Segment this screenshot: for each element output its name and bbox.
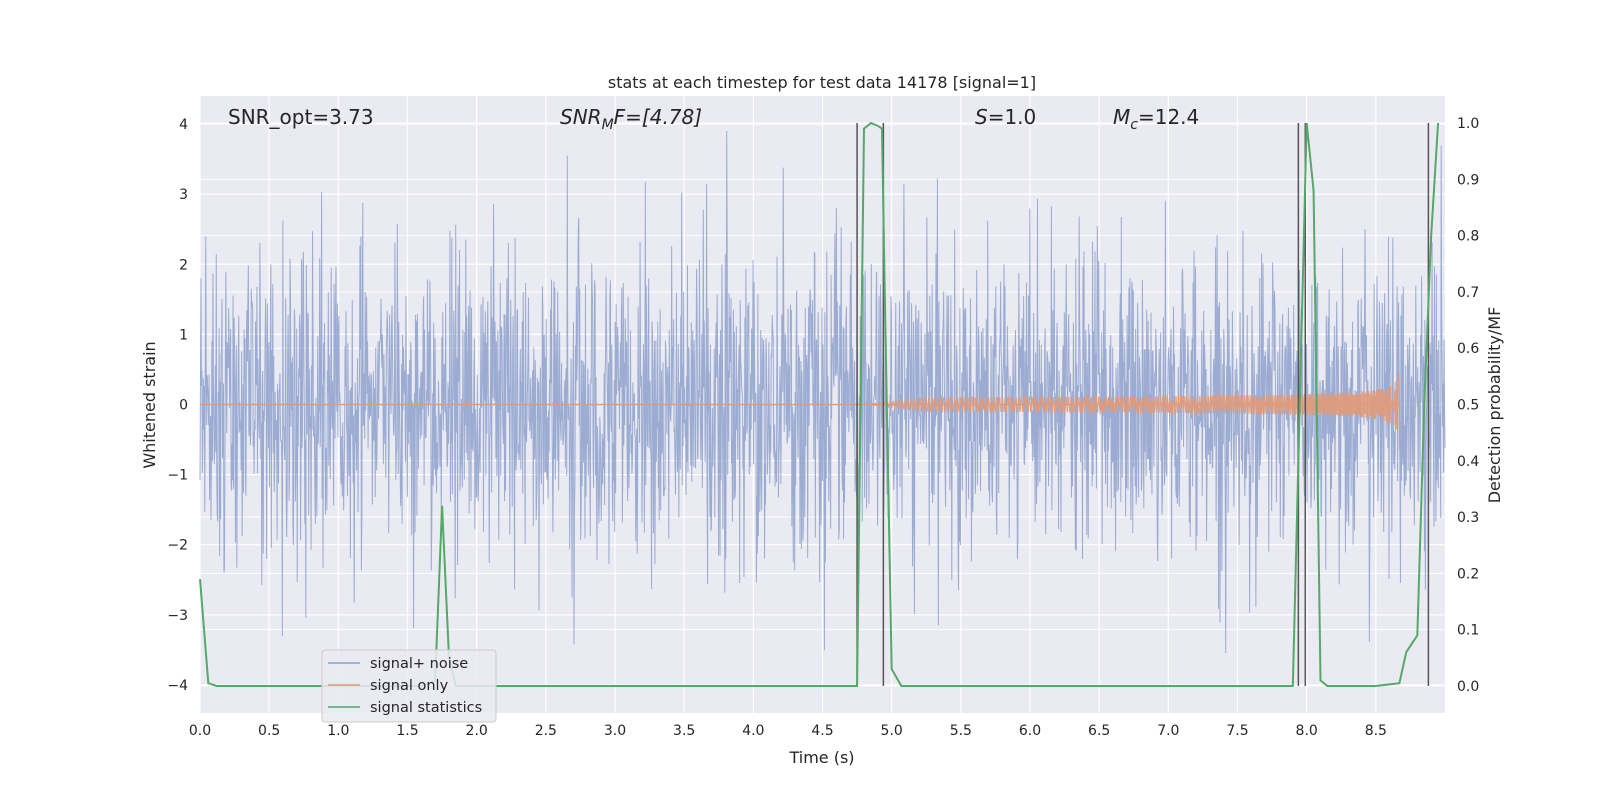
- annotation-snr-mf: SNRMF=[4.78]: [560, 105, 702, 133]
- snr-mf-rest: F=[4.78]: [614, 105, 702, 129]
- snr-mf-base: SNR: [560, 105, 602, 129]
- x-tick-label: 4.5: [811, 723, 833, 739]
- mc-var: M: [1113, 105, 1130, 129]
- y-tick-label-left: 1: [179, 327, 188, 343]
- x-tick-label: 5.5: [950, 723, 972, 739]
- y-axis-right: 1.0 0.9 0.8 0.7 0.6 0.5 0.4 0.3 0.2 0.1 0.0: [1457, 116, 1479, 695]
- mc-val: =12.4: [1138, 105, 1199, 129]
- y-tick-label-right: 1.0: [1457, 116, 1479, 132]
- legend: signal+ noise signal only signal statist…: [321, 649, 497, 723]
- legend-label-noise: signal+ noise: [370, 656, 468, 672]
- y-tick-label-right: 0.1: [1457, 623, 1479, 639]
- annotation-s: S=1.0: [975, 105, 1036, 129]
- x-tick-label: 0.0: [189, 723, 211, 739]
- x-tick-label: 6.5: [1088, 723, 1110, 739]
- y-tick-label-left: −1: [167, 468, 188, 484]
- snr-mf-sub: M: [602, 117, 614, 133]
- x-tick-label: 5.0: [881, 723, 903, 739]
- legend-label-stats: signal statistics: [370, 700, 482, 716]
- x-tick-label: 2.0: [466, 723, 488, 739]
- x-tick-label: 3.5: [673, 723, 695, 739]
- y-tick-label-left: 4: [179, 117, 188, 133]
- x-tick-label: 6.0: [1019, 723, 1041, 739]
- y-tick-label-left: 0: [179, 398, 188, 414]
- y-tick-label-right: 0.8: [1457, 229, 1479, 245]
- x-tick-label: 7.5: [1226, 723, 1248, 739]
- y-axis-left: 4 3 2 1 0 −1 −2 −3 −4: [167, 117, 188, 694]
- mc-sub: c: [1130, 117, 1138, 133]
- y-tick-label-right: 0.0: [1457, 679, 1479, 695]
- y-tick-label-right: 0.9: [1457, 172, 1479, 188]
- x-tick-label: 8.5: [1365, 723, 1387, 739]
- x-axis-label: Time (s): [788, 748, 854, 767]
- x-tick-label: 1.0: [327, 723, 349, 739]
- x-tick-label: 8.0: [1296, 723, 1318, 739]
- x-tick-label: 3.0: [604, 723, 626, 739]
- x-tick-label: 4.0: [742, 723, 764, 739]
- chart-title: stats at each timestep for test data 141…: [608, 73, 1036, 92]
- y-tick-label-right: 0.4: [1457, 454, 1479, 470]
- legend-box: [321, 649, 497, 723]
- series-signal-only: [863, 372, 1400, 450]
- y-tick-label-right: 0.6: [1457, 341, 1479, 357]
- series-signal-noise: [199, 131, 1446, 653]
- y-tick-label-right: 0.2: [1457, 566, 1479, 582]
- y-tick-label-left: 2: [179, 257, 188, 273]
- s-var: S: [975, 105, 988, 129]
- y-axis-label-left: Whitened strain: [140, 341, 159, 468]
- y-tick-label-right: 0.5: [1457, 398, 1479, 414]
- y-axis-label-right: Detection probability/MF: [1485, 307, 1504, 504]
- y-tick-label-left: −3: [167, 608, 188, 624]
- legend-label-signal: signal only: [370, 678, 449, 694]
- y-tick-label-right: 0.3: [1457, 510, 1479, 526]
- x-axis: 0.0 0.5 1.0 1.5 2.0 2.5 3.0 3.5 4.0 4.5 5.0 5.5 6.0 6…: [189, 723, 1387, 739]
- y-tick-label-left: 3: [179, 187, 188, 203]
- y-tick-label-left: −2: [167, 538, 188, 554]
- s-val: =1.0: [988, 105, 1037, 129]
- y-tick-label-right: 0.7: [1457, 285, 1479, 301]
- x-tick-label: 2.5: [535, 723, 557, 739]
- x-tick-label: 0.5: [258, 723, 280, 739]
- x-tick-label: 7.0: [1157, 723, 1179, 739]
- y-tick-label-left: −4: [167, 678, 188, 694]
- annotation-mc: Mc=12.4: [1113, 105, 1199, 133]
- x-tick-label: 1.5: [396, 723, 418, 739]
- annotation-snr-opt: SNR_opt=3.73: [228, 105, 374, 129]
